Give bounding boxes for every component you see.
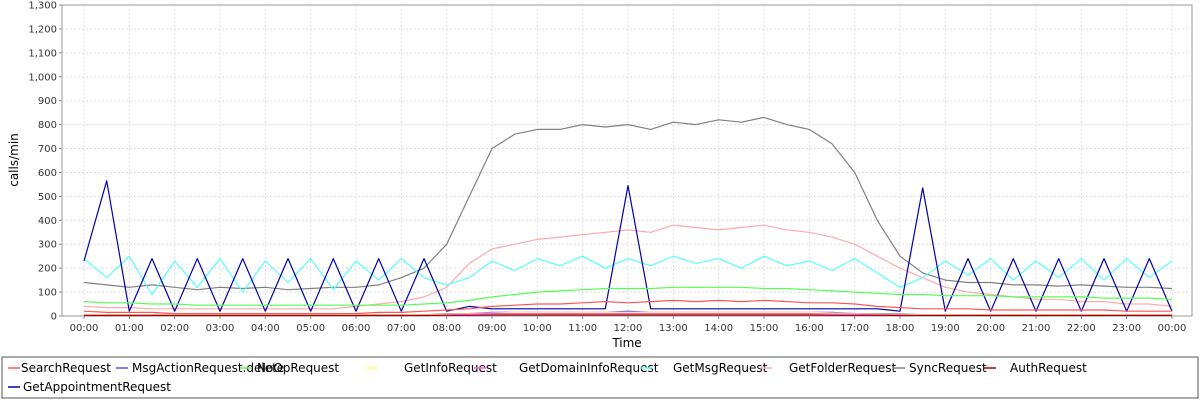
x-axis-label: Time — [611, 336, 641, 350]
series-line — [83, 224, 1173, 310]
y-tick-label: 400 — [38, 216, 57, 227]
x-tick-label: 16:00 — [795, 323, 824, 334]
x-tick-label: 11:00 — [568, 323, 597, 334]
legend-entry: SearchRequest — [21, 361, 111, 375]
x-tick-label: 20:00 — [976, 323, 1005, 334]
x-tick-label: 01:00 — [115, 323, 144, 334]
y-tick-label: 500 — [38, 192, 57, 203]
x-tick-label: 23:00 — [1112, 323, 1141, 334]
y-tick-label: 100 — [38, 288, 57, 299]
series-line — [83, 299, 1172, 315]
legend-entry: MsgActionRequest.delete — [132, 361, 284, 375]
legend-entry: GetInfoRequest — [404, 361, 497, 375]
x-tick-label: 00:00 — [1158, 323, 1187, 334]
legend-entry: AuthRequest — [1010, 361, 1087, 375]
x-tick-label: 17:00 — [840, 323, 869, 334]
legend: SearchRequest MsgActionRequest.deleteNoOp… — [8, 361, 1087, 394]
x-tick-label: 08:00 — [432, 323, 461, 334]
legend-entry: GetMsgRequest — [673, 361, 768, 375]
legend-entry: GetAppointmentRequest — [23, 380, 171, 394]
series-line — [83, 255, 1173, 296]
y-tick-label: 600 — [38, 168, 57, 179]
legend-entry: SyncRequest — [909, 361, 987, 375]
x-tick-label: 13:00 — [659, 323, 688, 334]
x-tick-label: 19:00 — [931, 323, 960, 334]
x-tick-label: 03:00 — [206, 323, 235, 334]
y-tick-label: 1,000 — [28, 72, 57, 83]
x-tick-label: 05:00 — [296, 323, 325, 334]
y-tick-label: 1,100 — [28, 48, 57, 59]
x-tick-label: 02:00 — [160, 323, 189, 334]
y-tick-label: 300 — [38, 240, 57, 251]
x-tick-label: 07:00 — [387, 323, 416, 334]
x-tick-label: 21:00 — [1022, 323, 1051, 334]
x-axis: 00:00 01:00 02:00 03:00 04:00 05:00 06:00 07:00… — [70, 316, 1187, 334]
x-tick-label: 14:00 — [704, 323, 733, 334]
y-tick-label: 700 — [38, 144, 57, 155]
x-tick-label: 04:00 — [251, 323, 280, 334]
y-tick-label: 200 — [38, 264, 57, 275]
y-tick-label: 1,200 — [28, 24, 57, 35]
series-line — [83, 286, 1173, 306]
x-tick-label: 12:00 — [614, 323, 643, 334]
series-line — [84, 314, 1172, 317]
x-tick-label: 22:00 — [1067, 323, 1096, 334]
legend-box — [1, 356, 1199, 399]
grid — [62, 5, 1192, 316]
x-tick-label: 10:00 — [523, 323, 552, 334]
legend-entry: NoOpRequest — [257, 361, 339, 375]
y-tick-label: 900 — [38, 96, 57, 107]
y-tick-label: 0 — [51, 312, 57, 323]
y-tick-label: 1,300 — [28, 1, 57, 12]
legend-entry: GetDomainInfoRequest — [519, 361, 659, 375]
x-tick-label: 06:00 — [342, 323, 371, 334]
series-line — [83, 116, 1173, 291]
y-axis: 0 100 200 300 400 500 600 700 800 900 1,000 1,100 1,… — [28, 1, 62, 323]
legend-entry: GetFolderRequest — [789, 361, 897, 375]
x-tick-label: 18:00 — [886, 323, 915, 334]
y-tick-label: 800 — [38, 120, 57, 131]
x-tick-label: 09:00 — [478, 323, 507, 334]
x-tick-label: 00:00 — [70, 323, 99, 334]
y-axis-label: calls/min — [7, 133, 21, 187]
plot-area — [61, 4, 1193, 317]
x-tick-label: 15:00 — [750, 323, 779, 334]
series-lines — [83, 116, 1173, 317]
series-line — [83, 180, 1173, 312]
